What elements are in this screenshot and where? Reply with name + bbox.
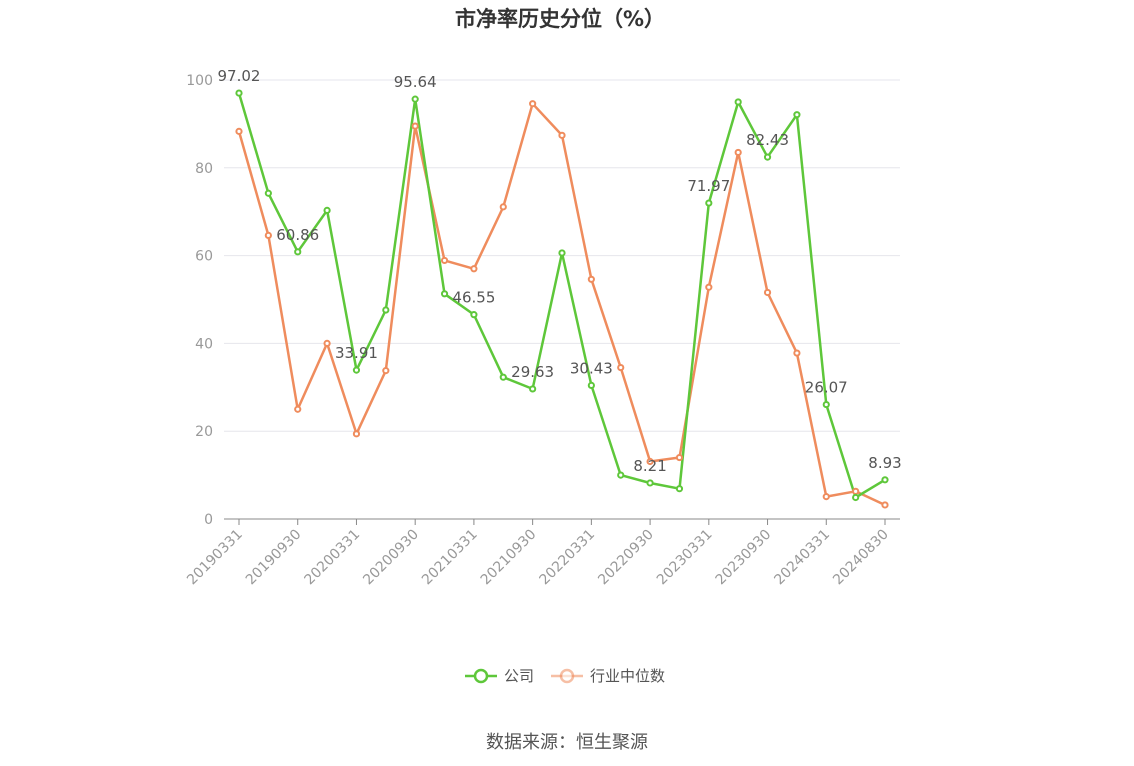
data-label: 33.91 [335,344,378,362]
data-label: 71.97 [687,177,730,195]
data-label: 97.02 [218,67,261,85]
data-point[interactable] [470,311,478,319]
data-labels: 97.02 60.86 33.91 95.64 46.55 29.63 30.43 8.21 7… [218,67,902,475]
x-tick-label: 20190331 [184,527,246,589]
x-tick-label: 20230930 [713,527,775,589]
series-group [235,89,889,509]
data-point[interactable] [323,206,331,214]
data-point[interactable] [881,476,889,484]
y-axis: 0 20 40 60 80 100 [186,73,213,528]
data-point[interactable] [294,405,302,413]
x-tick-label: 20210331 [419,527,481,589]
chart-title: 市净率历史分位（%） [455,7,665,31]
x-tick-label: 20220331 [536,527,598,589]
data-point[interactable] [529,385,537,393]
data-point[interactable] [793,349,801,357]
data-point[interactable] [734,98,742,106]
x-tick-label: 20230331 [654,527,716,589]
x-tick-label: 20240830 [830,527,892,589]
data-label: 82.43 [746,131,789,149]
data-point[interactable] [264,189,272,197]
data-label: 26.07 [805,379,848,397]
legend-item-1[interactable]: 行业中位数 [551,667,665,685]
data-point[interactable] [822,400,830,409]
data-point[interactable] [440,290,449,298]
legend-label: 行业中位数 [590,667,665,685]
data-label: 29.63 [511,363,554,381]
y-tick-label: 60 [195,249,213,265]
legend[interactable]: 公司 行业中位数 [465,667,665,685]
data-point[interactable] [763,153,772,161]
series-line-1 [237,102,886,507]
data-point[interactable] [822,493,830,501]
data-point[interactable] [587,381,595,390]
x-tick-label: 20210930 [478,527,540,589]
data-label: 8.93 [868,454,901,472]
data-point[interactable] [617,363,625,372]
x-tick-label: 20200331 [302,527,364,589]
data-point[interactable] [675,485,684,493]
data-point[interactable] [470,265,478,273]
data-label: 30.43 [570,359,613,377]
legend-label: 公司 [504,667,534,685]
x-tick-label: 20200930 [360,527,422,589]
source-text: 数据来源：恒生聚源 [486,732,648,753]
y-tick-label: 80 [195,161,213,177]
legend-marker [473,668,489,684]
data-point[interactable] [382,306,390,314]
data-point[interactable] [499,203,507,211]
x-tick-label: 20190930 [243,527,305,589]
y-tick-label: 20 [195,424,213,440]
x-axis: 2019033120190930202003312020093020210331… [184,518,900,589]
data-point[interactable] [352,430,361,438]
data-point[interactable] [793,111,801,119]
data-point[interactable] [705,283,713,291]
y-tick-label: 40 [195,336,213,352]
data-point[interactable] [529,100,537,108]
legend-item-0[interactable]: 公司 [465,667,534,685]
data-point[interactable] [881,501,889,509]
data-point[interactable] [763,288,772,297]
data-label: 46.55 [452,289,495,307]
data-point[interactable] [382,367,390,375]
data-label: 95.64 [394,73,437,91]
data-point[interactable] [411,95,419,103]
series-line-0 [237,92,886,499]
data-point[interactable] [646,457,654,466]
data-point[interactable] [294,248,302,256]
data-point[interactable] [235,89,243,97]
x-tick-label: 20220930 [595,527,657,589]
data-point[interactable] [352,366,361,374]
data-point[interactable] [440,256,449,265]
data-point[interactable] [617,471,625,479]
data-point[interactable] [235,127,243,135]
data-point[interactable] [558,249,566,257]
data-point[interactable] [675,453,684,462]
y-tick-label: 0 [204,512,213,528]
data-point[interactable] [411,122,419,130]
y-tick-label: 100 [186,73,213,89]
data-point[interactable] [587,275,595,283]
data-point[interactable] [264,231,272,240]
legend-marker [559,668,575,684]
data-point[interactable] [646,479,654,487]
data-point[interactable] [499,373,507,381]
data-point[interactable] [323,339,331,347]
data-label: 60.86 [276,226,319,244]
x-tick-label: 20240331 [771,527,833,589]
data-point[interactable] [734,148,742,157]
data-point[interactable] [852,487,860,495]
data-point[interactable] [705,199,713,207]
data-label: 8.21 [633,457,666,475]
data-point[interactable] [852,493,860,502]
data-point[interactable] [558,131,566,139]
